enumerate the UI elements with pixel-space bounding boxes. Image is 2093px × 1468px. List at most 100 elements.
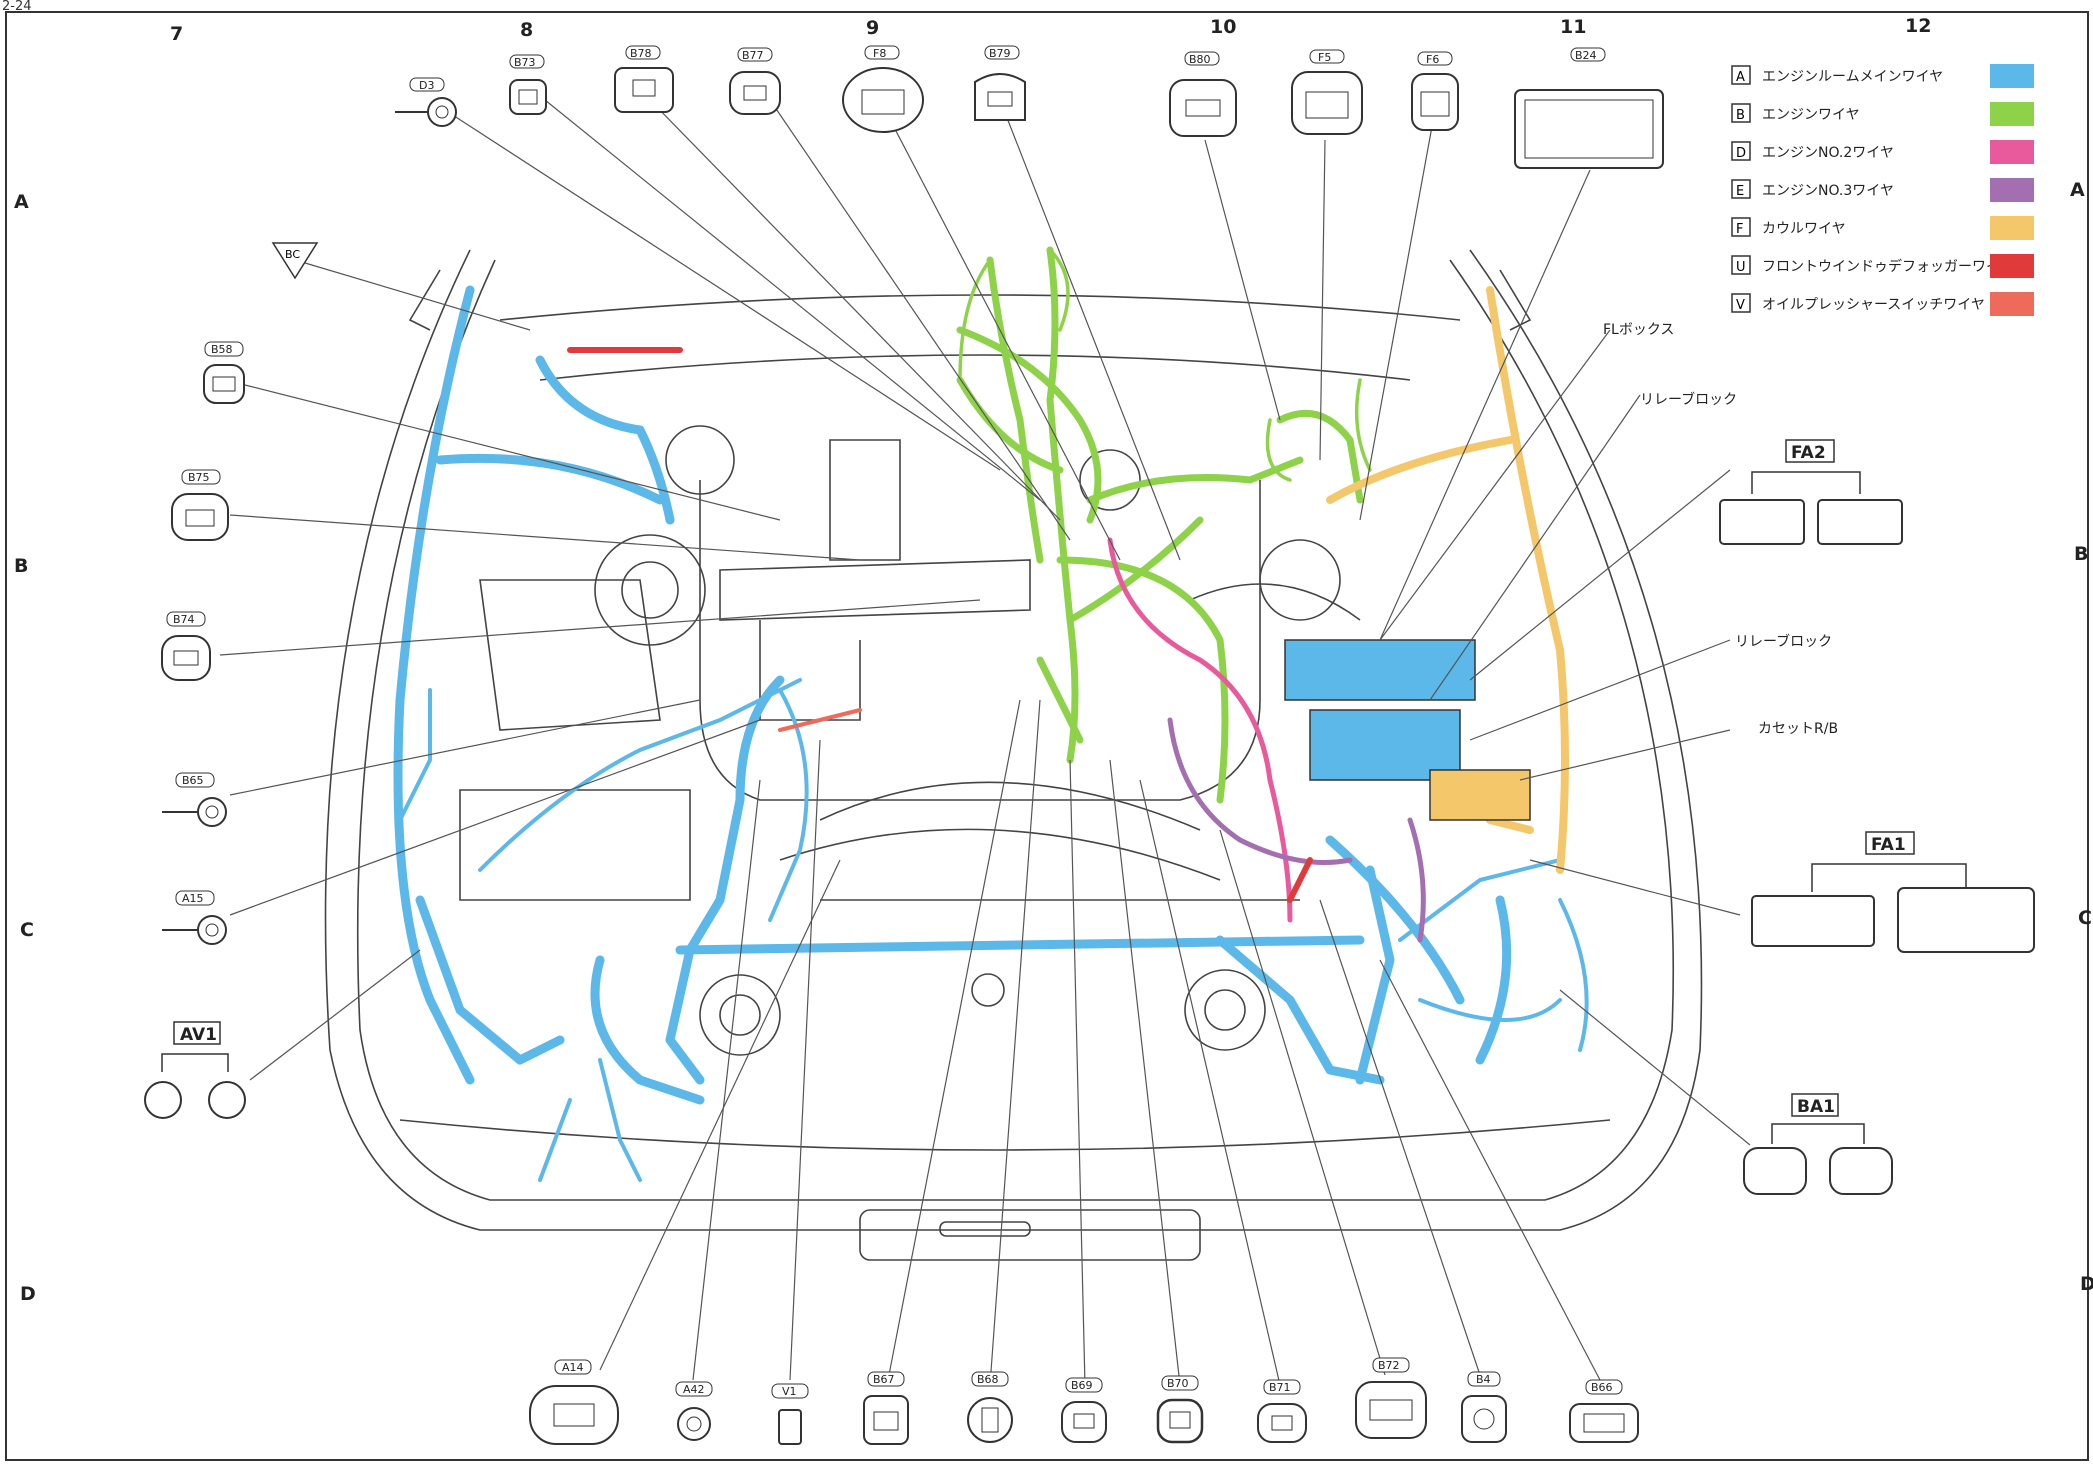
connector-b80: B80 bbox=[1169, 51, 1237, 137]
connector-b79: B79 bbox=[974, 45, 1026, 121]
connector-tag bbox=[984, 45, 1020, 60]
connector-tag bbox=[175, 772, 215, 788]
legend-item-a: A エンジンルームメインワイヤ bbox=[1731, 64, 2034, 88]
relay-block-fl bbox=[1284, 639, 1531, 821]
connector-tag bbox=[971, 1371, 1009, 1387]
wire-engine bbox=[956, 246, 1364, 804]
connector-label: F8 bbox=[873, 47, 886, 60]
legend-label: エンジンルームメインワイヤ bbox=[1762, 69, 1943, 85]
legend-label: エンジンNO.3ワイヤ bbox=[1762, 183, 1894, 199]
connector-tag bbox=[1065, 1377, 1103, 1393]
connector-tag bbox=[625, 45, 661, 60]
group-label: FA1 bbox=[1871, 835, 1906, 855]
legend-item-d: D エンジンNO.2ワイヤ bbox=[1731, 140, 2034, 164]
grid-row-a-left: A bbox=[14, 191, 29, 213]
connector-b75: B75 bbox=[171, 469, 229, 541]
group-label: FA2 bbox=[1791, 443, 1826, 463]
connector-label: A15 bbox=[182, 892, 204, 905]
callout-relay-block-2: リレーブロック bbox=[1735, 633, 1832, 650]
legend-code: A bbox=[1736, 70, 1745, 85]
connector-tag bbox=[737, 47, 773, 62]
legend-code: B bbox=[1736, 108, 1745, 123]
wire-engine-thin bbox=[958, 248, 1372, 482]
connector-b78: B78 bbox=[614, 45, 674, 113]
relay-block bbox=[1309, 709, 1461, 781]
connector-a42: A42 bbox=[675, 1381, 713, 1441]
leader-lines bbox=[219, 99, 1751, 1386]
grid-row-c-right: C bbox=[2078, 907, 2092, 929]
wire-engine-room-main-thin bbox=[398, 678, 1589, 1182]
group-label-box bbox=[1791, 1093, 1839, 1117]
connector-tag bbox=[867, 1371, 905, 1387]
group-label-box bbox=[173, 1021, 221, 1045]
connector-tag bbox=[175, 890, 215, 906]
connector-group-av1: AV1 bbox=[144, 1021, 246, 1119]
legend-swatch bbox=[1990, 216, 2034, 240]
connector-b70: B70 bbox=[1156, 1375, 1204, 1444]
connector-tag bbox=[1417, 51, 1453, 66]
legend-swatch bbox=[1990, 64, 2034, 88]
group-label-box bbox=[1865, 831, 1915, 855]
connector-tag bbox=[864, 45, 900, 60]
legend-code: F bbox=[1736, 222, 1743, 237]
connector-label: F5 bbox=[1318, 51, 1331, 64]
legend-code-box bbox=[1731, 217, 1751, 237]
connector-tag bbox=[1309, 49, 1345, 64]
legend-code-box bbox=[1731, 255, 1751, 275]
legend-item-f: F カウルワイヤ bbox=[1731, 216, 2034, 240]
connector-tag bbox=[1372, 1357, 1410, 1373]
legend-code-box bbox=[1731, 65, 1751, 85]
legend-label: オイルプレッシャースイッチワイヤ bbox=[1762, 297, 1985, 313]
connector-label: F6 bbox=[1426, 53, 1439, 66]
connector-b72: B72 bbox=[1355, 1357, 1427, 1439]
grid-col-11: 11 bbox=[1560, 16, 1586, 38]
legend-code-box bbox=[1731, 103, 1751, 123]
left-connectors: B58 B75 B74 B65 A15 bbox=[161, 341, 245, 945]
grid-row-c-left: C bbox=[20, 919, 34, 941]
legend-code: U bbox=[1736, 260, 1746, 275]
connector-label: B77 bbox=[742, 49, 764, 62]
connector-b74: B74 bbox=[161, 611, 211, 681]
connector-label: V1 bbox=[782, 1385, 797, 1398]
connector-b24: B24 bbox=[1514, 47, 1664, 169]
connector-label: B66 bbox=[1591, 1381, 1613, 1394]
legend-label: エンジンワイヤ bbox=[1762, 107, 1860, 123]
wire-engine-no2 bbox=[1107, 537, 1293, 923]
grid-row-d-left: D bbox=[20, 1283, 36, 1305]
connector-tag bbox=[1263, 1379, 1301, 1395]
connector-a15: A15 bbox=[162, 890, 227, 945]
connector-label: B78 bbox=[630, 47, 652, 60]
connector-b73: B73 bbox=[509, 54, 547, 115]
grid-row-b-left: B bbox=[14, 555, 28, 577]
ground-label: BC bbox=[285, 248, 300, 261]
wire-oil-pressure bbox=[778, 708, 862, 732]
connector-group-fa2: FA2 bbox=[1719, 439, 1903, 545]
cassette-rb bbox=[1429, 769, 1531, 821]
legend-swatch bbox=[1990, 140, 2034, 164]
connector-a14: A14 bbox=[529, 1359, 619, 1445]
connector-label: B79 bbox=[989, 47, 1011, 60]
wire-engine-no3 bbox=[1167, 717, 1426, 943]
connector-b69: B69 bbox=[1061, 1377, 1107, 1443]
connector-label: B69 bbox=[1071, 1379, 1093, 1392]
connector-f8: F8 bbox=[842, 45, 924, 133]
connector-label: A42 bbox=[683, 1383, 705, 1396]
legend-label: カウルワイヤ bbox=[1762, 221, 1846, 237]
callout-cassette-rb: カセットR/B bbox=[1758, 721, 1838, 737]
legend-code-box bbox=[1731, 141, 1751, 161]
connector-tag bbox=[204, 341, 244, 357]
connector-tag bbox=[554, 1359, 592, 1375]
legend-item-b: B エンジンワイヤ bbox=[1731, 102, 2034, 126]
legend: A エンジンルームメインワイヤ B エンジンワイヤ D エンジンNO.2ワイヤ … bbox=[1731, 64, 2034, 316]
connector-b68: B68 bbox=[967, 1371, 1013, 1443]
legend-code: V bbox=[1736, 298, 1745, 313]
connector-tag bbox=[1467, 1371, 1501, 1387]
grid-col-12: 12 bbox=[1905, 15, 1931, 37]
legend-item-v: V オイルプレッシャースイッチワイヤ bbox=[1731, 292, 2034, 316]
connector-tag bbox=[181, 469, 221, 485]
legend-label: フロントウインドゥデフォッガーワイヤ bbox=[1762, 258, 2014, 275]
legend-item-u: U フロントウインドゥデフォッガーワイヤ bbox=[1731, 254, 2034, 278]
connector-b66: B66 bbox=[1569, 1379, 1639, 1443]
connector-tag bbox=[771, 1383, 809, 1399]
